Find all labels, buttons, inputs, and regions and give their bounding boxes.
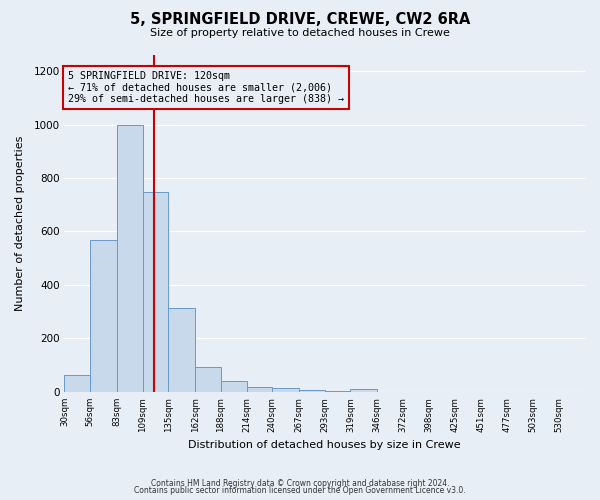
Bar — [169, 308, 195, 392]
Bar — [64, 374, 90, 392]
Text: Contains HM Land Registry data © Crown copyright and database right 2024.: Contains HM Land Registry data © Crown c… — [151, 478, 449, 488]
Bar — [143, 192, 169, 392]
Bar — [247, 386, 272, 392]
Text: Size of property relative to detached houses in Crewe: Size of property relative to detached ho… — [150, 28, 450, 38]
Bar — [272, 388, 299, 392]
Bar — [221, 381, 247, 392]
Bar — [350, 390, 377, 392]
Bar — [117, 124, 143, 392]
Bar — [195, 366, 221, 392]
Bar — [299, 390, 325, 392]
Bar — [90, 240, 117, 392]
Bar — [325, 390, 350, 392]
Text: 5, SPRINGFIELD DRIVE, CREWE, CW2 6RA: 5, SPRINGFIELD DRIVE, CREWE, CW2 6RA — [130, 12, 470, 28]
Text: 5 SPRINGFIELD DRIVE: 120sqm
← 71% of detached houses are smaller (2,006)
29% of : 5 SPRINGFIELD DRIVE: 120sqm ← 71% of det… — [68, 71, 344, 104]
Y-axis label: Number of detached properties: Number of detached properties — [15, 136, 25, 311]
Text: Contains public sector information licensed under the Open Government Licence v3: Contains public sector information licen… — [134, 486, 466, 495]
X-axis label: Distribution of detached houses by size in Crewe: Distribution of detached houses by size … — [188, 440, 461, 450]
